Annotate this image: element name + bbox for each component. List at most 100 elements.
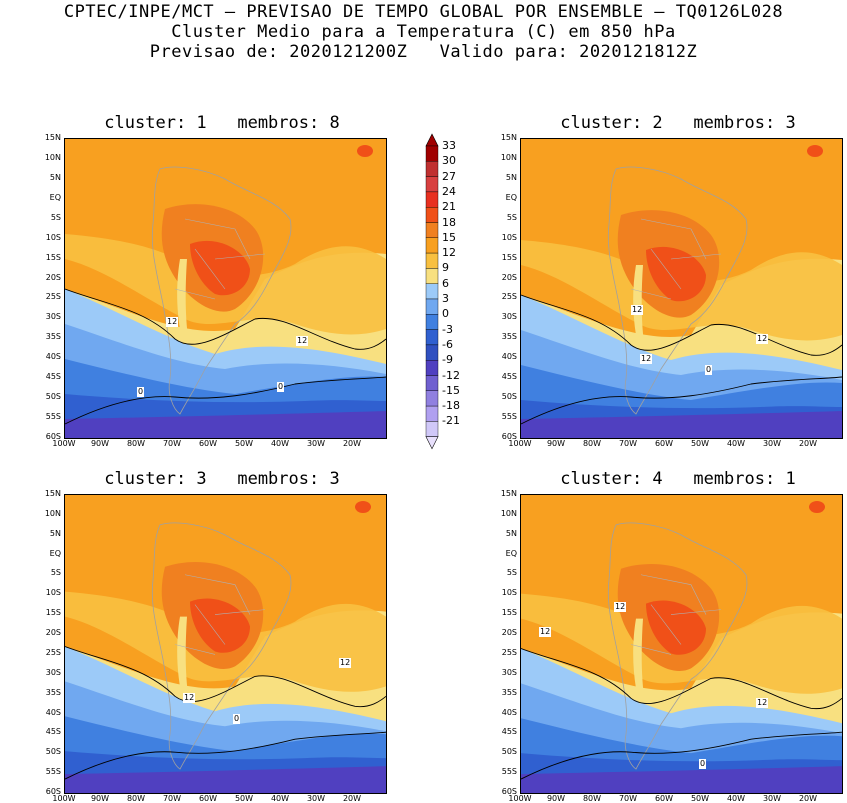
contour-label: 12: [183, 693, 196, 703]
lat-tick-label: 60S: [501, 787, 517, 796]
lat-tick-label: 5S: [506, 568, 517, 578]
lat-tick-label: 30S: [45, 667, 61, 677]
title-line-1: CPTEC/INPE/MCT – PREVISAO DE TEMPO GLOBA…: [63, 2, 784, 22]
lat-tick-label: 15S: [501, 608, 517, 618]
panel-title: cluster: 3 membros: 3: [104, 469, 340, 489]
colorbar-level-label: -6: [442, 337, 453, 351]
lon-tick-label: 90W: [546, 794, 566, 803]
lat-tick-label: 20S: [501, 628, 517, 638]
lon-tick-label: 40W: [726, 794, 746, 803]
lat-tick-label: 50S: [45, 747, 61, 757]
colorbar-level-label: 3: [442, 292, 449, 305]
lat-tick-label: 45S: [501, 727, 517, 737]
colorbar-level-label: 12: [442, 246, 456, 260]
lat-tick-label: 10N: [500, 152, 517, 162]
title-line-3: Previsao de: 2020121200Z Valido para: 20…: [149, 42, 698, 62]
lat-tick-label: 20S: [501, 272, 517, 282]
contour-label: 12: [296, 336, 309, 346]
lat-tick-label: 25S: [45, 292, 61, 302]
lat-tick-label: 50S: [501, 392, 517, 402]
lat-tick-label: 60S: [45, 787, 61, 796]
lat-tick-label: 30S: [501, 667, 517, 677]
panel-title: cluster: 1 membros: 8: [104, 113, 340, 133]
lat-tick-label: 50S: [45, 392, 61, 402]
lon-tick-label: 100W: [52, 439, 76, 448]
colorbar-level-label: 6: [442, 276, 449, 290]
colorbar-level-label: 15: [442, 230, 456, 244]
lat-tick-label: 10N: [44, 152, 61, 162]
lon-tick-label: 50W: [690, 794, 710, 803]
lon-tick-label: 80W: [582, 439, 602, 448]
colorbar-level-label: 21: [442, 200, 456, 214]
lon-tick-label: 60W: [654, 794, 674, 803]
lat-tick-label: 30S: [45, 312, 61, 322]
temperature-map: [64, 494, 387, 794]
lat-tick-label: 10N: [500, 508, 517, 518]
contour-label: 0: [699, 759, 707, 769]
contour-label: 12: [640, 354, 653, 364]
lat-tick-label: 45S: [45, 372, 61, 382]
lat-tick-label: EQ: [505, 192, 517, 202]
lon-tick-label: 50W: [690, 439, 710, 448]
contour-label: 12: [756, 334, 769, 344]
lon-tick-label: 30W: [306, 439, 326, 448]
contour-label: 0: [705, 365, 713, 375]
temperature-map: [520, 138, 843, 439]
lon-tick-label: 90W: [546, 439, 566, 448]
lat-tick-label: 15N: [500, 489, 517, 498]
lat-tick-label: 5S: [50, 568, 61, 578]
lat-tick-label: 20S: [45, 628, 61, 638]
lon-tick-label: 40W: [726, 439, 746, 448]
lat-tick-label: 25S: [45, 647, 61, 657]
lon-tick-label: 60W: [654, 439, 674, 448]
lat-tick-label: 60S: [45, 432, 61, 441]
lat-tick-label: 55S: [501, 767, 517, 777]
lon-tick-label: 20W: [342, 439, 362, 448]
lat-tick-label: 35S: [501, 687, 517, 697]
lat-tick-label: 5S: [50, 212, 61, 222]
colorbar-level-label: 30: [442, 154, 456, 168]
colorbar-level-label: -18: [442, 399, 460, 413]
colorbar-level-label: -9: [442, 353, 453, 367]
lat-tick-label: 10S: [45, 232, 61, 242]
colorbar-level-label: 9: [442, 261, 449, 275]
lon-tick-label: 70W: [618, 439, 638, 448]
lat-tick-label: 5N: [49, 528, 61, 538]
contour-label: 12: [614, 602, 627, 612]
lat-tick-label: 15S: [45, 252, 61, 262]
lon-tick-label: 60W: [198, 794, 218, 803]
lat-tick-label: 15N: [500, 133, 517, 142]
lat-tick-label: 15N: [44, 133, 61, 142]
contour-label: 0: [137, 387, 145, 397]
lat-tick-label: EQ: [49, 192, 61, 202]
lat-tick-label: 5S: [506, 212, 517, 222]
lon-tick-label: 90W: [90, 794, 110, 803]
lat-tick-label: 40S: [501, 707, 517, 717]
lon-tick-label: 20W: [798, 794, 818, 803]
lat-tick-label: 40S: [501, 352, 517, 362]
lat-tick-label: 30S: [501, 312, 517, 322]
lat-tick-label: 55S: [45, 412, 61, 422]
colorbar-level-label: 24: [442, 184, 456, 198]
lon-tick-label: 70W: [162, 439, 182, 448]
lon-tick-label: 70W: [162, 794, 182, 803]
temperature-map: [520, 494, 843, 794]
lon-tick-label: 90W: [90, 439, 110, 448]
lat-tick-label: 5N: [49, 172, 61, 182]
lon-tick-label: 80W: [126, 439, 146, 448]
lat-tick-label: 35S: [45, 687, 61, 697]
contour-label: 0: [277, 382, 285, 392]
lat-tick-label: 5N: [505, 172, 517, 182]
lat-tick-label: EQ: [49, 548, 61, 558]
contour-label: 12: [539, 627, 552, 637]
lon-tick-label: 40W: [270, 794, 290, 803]
lon-tick-label: 100W: [508, 794, 532, 803]
contour-label: 0: [233, 714, 241, 724]
colorbar-level-label: 27: [442, 169, 456, 183]
colorbar-level-label: -12: [442, 368, 460, 382]
colorbar-level-label: -3: [442, 322, 453, 336]
lon-tick-label: 30W: [762, 794, 782, 803]
lon-tick-label: 50W: [234, 439, 254, 448]
lat-tick-label: 10S: [501, 232, 517, 242]
lon-tick-label: 30W: [306, 794, 326, 803]
